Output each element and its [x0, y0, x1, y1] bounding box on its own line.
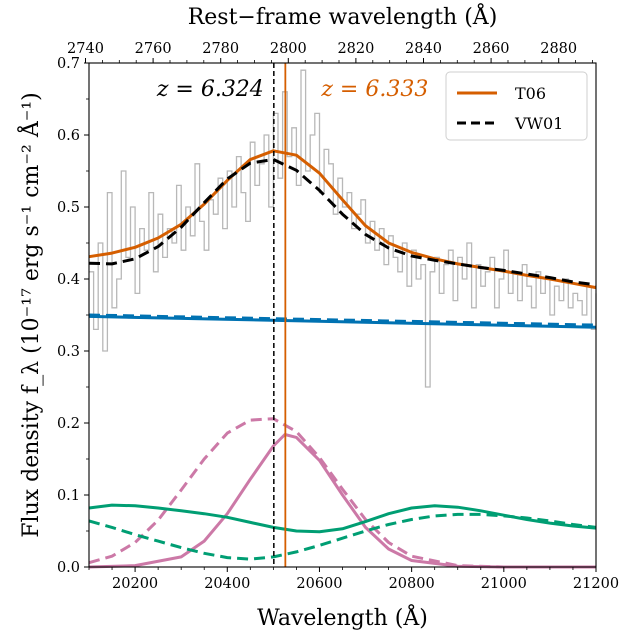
model-totals-layer	[88, 149, 597, 290]
top-x-tick-label: 2840	[405, 41, 442, 57]
y-tick-label: 0.5	[57, 200, 80, 216]
y-tick-label: 0.3	[57, 344, 80, 360]
x-tick-label: 21000	[481, 576, 527, 592]
top-x-tick-label: 2740	[67, 41, 104, 57]
y-tick-label: 0.6	[57, 128, 80, 144]
series-fe-ii-vw01-line	[88, 512, 597, 561]
x-tick-label: 20400	[204, 576, 250, 592]
y-tick-label: 0.2	[57, 416, 80, 432]
redshift-markers-layer	[273, 63, 287, 567]
annotations-layer: z = 6.324 z = 6.333	[156, 77, 429, 102]
model-components-layer	[88, 313, 597, 569]
x-tick-label: 20800	[389, 576, 435, 592]
axes-layer: 20200 20400 20600 20800 21000 21200 0.0 0.1 0.2 0…	[16, 2, 619, 631]
legend: T06 VW01	[445, 71, 588, 141]
top-x-tick-label: 2820	[337, 41, 374, 57]
legend-label-t06: T06	[515, 84, 546, 103]
legend-box	[445, 71, 588, 141]
series-t06-line	[88, 149, 597, 290]
top-x-tick-label: 2860	[473, 41, 510, 57]
y-tick-label: 0.0	[57, 560, 80, 576]
redshift-label-1: z = 6.333	[320, 77, 428, 102]
top-x-axis-label: Rest−frame wavelength (Å)	[188, 2, 498, 30]
y-axis-label: Flux density f_λ (10⁻¹⁷ erg s⁻¹ cm⁻² Å⁻¹…	[16, 92, 44, 537]
observed-spectrum-line	[89, 69, 597, 388]
top-x-tick-label: 2760	[135, 41, 172, 57]
y-tick-label: 0.4	[57, 272, 80, 288]
legend-label-vw01: VW01	[514, 114, 563, 133]
series-fe-ii-t06-line	[88, 503, 597, 534]
observed-spectrum-layer	[89, 69, 597, 388]
redshift-label-0: z = 6.324	[156, 77, 264, 102]
series-vw01-line	[88, 158, 597, 287]
top-x-tick-label: 2800	[270, 41, 307, 57]
top-x-tick-label: 2880	[540, 41, 577, 57]
top-x-tick-label: 2780	[202, 41, 239, 57]
series-mg-ii-t06-line	[88, 433, 596, 569]
series-continuum-vw01-line	[88, 313, 597, 327]
series-continuum-t06-line	[88, 314, 597, 329]
x-tick-label: 21200	[573, 576, 619, 592]
x-axis-label: Wavelength (Å)	[257, 603, 428, 631]
y-tick-label: 0.7	[57, 56, 80, 72]
x-tick-label: 20200	[112, 576, 158, 592]
y-tick-label: 0.1	[57, 488, 80, 504]
x-tick-label: 20600	[296, 576, 342, 592]
